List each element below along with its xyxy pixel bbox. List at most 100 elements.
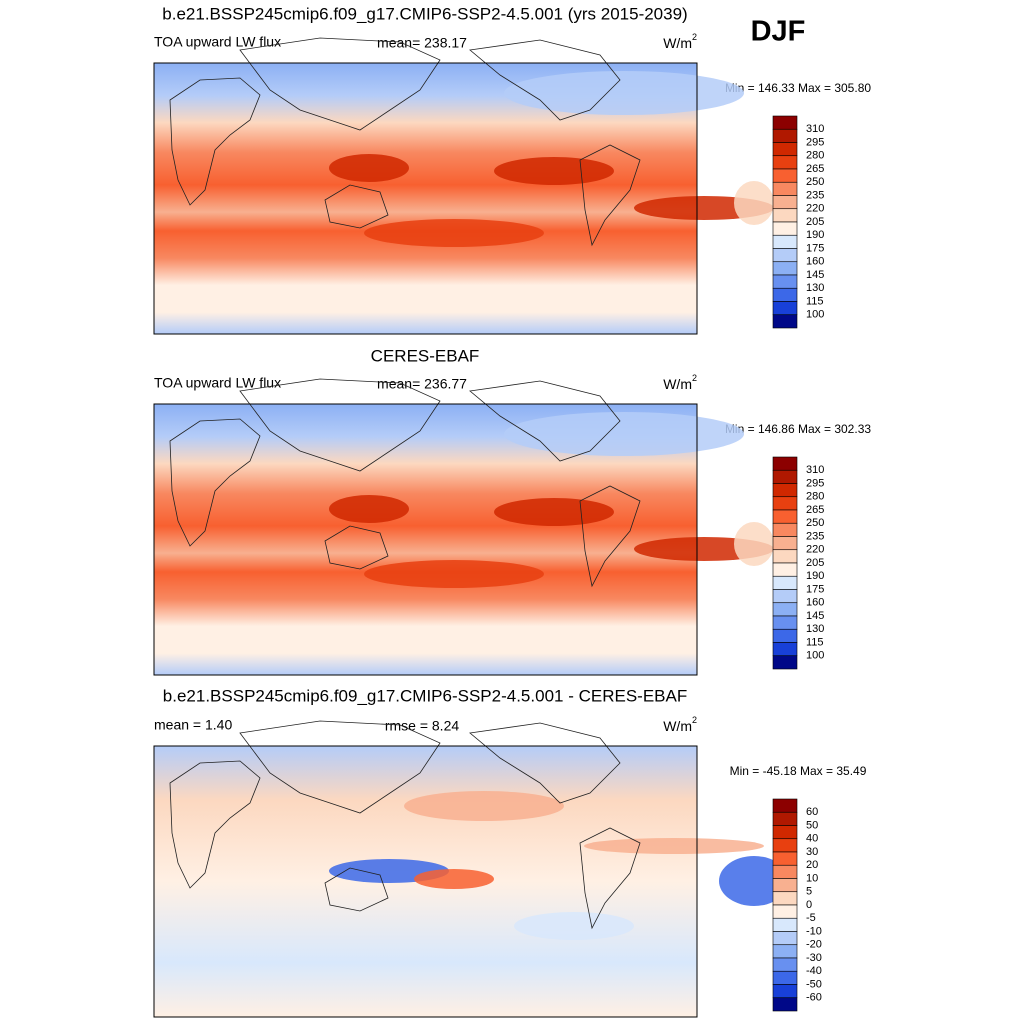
colorbar-label: -10 — [806, 925, 822, 937]
colorbar-label: 10 — [806, 872, 818, 884]
colorbar-box — [772, 655, 798, 670]
colorbar-label: 250 — [806, 176, 824, 188]
colorbar-box — [772, 128, 798, 143]
colorbar-label: 130 — [806, 623, 824, 635]
center-label: rmse = 8.24 — [385, 718, 460, 734]
colorbar-label: 235 — [806, 530, 824, 542]
colorbar-box — [772, 115, 798, 130]
colorbar-label: 145 — [806, 610, 824, 622]
colorbar-box — [772, 549, 798, 564]
colorbar-box — [772, 195, 798, 210]
colorbar-box — [772, 851, 798, 866]
left-label: TOA upward LW flux — [154, 34, 281, 50]
map-feature — [584, 838, 764, 854]
panel: b.e21.BSSP245cmip6.f09_g17.CMIP6-SSP2-4.… — [153, 4, 871, 335]
units: W/m2 — [663, 373, 697, 391]
colorbar-label: 220 — [806, 203, 824, 215]
map-border — [153, 62, 698, 335]
colorbar-box — [772, 984, 798, 999]
colorbar-box — [772, 997, 798, 1012]
colorbar-box — [772, 575, 798, 590]
coastline — [239, 37, 441, 131]
map-border — [153, 403, 698, 676]
map-feature — [404, 791, 564, 821]
units-exponent: 2 — [692, 32, 697, 42]
colorbar-label: 190 — [806, 570, 824, 582]
colorbar-label: -50 — [806, 978, 822, 990]
colorbar-label: 205 — [806, 557, 824, 569]
colorbar-label: 295 — [806, 477, 824, 489]
coastline — [169, 77, 261, 206]
coastline — [469, 722, 621, 804]
colorbar-box — [772, 483, 798, 498]
colorbar-label: 175 — [806, 242, 824, 254]
panel-title: b.e21.BSSP245cmip6.f09_g17.CMIP6-SSP2-4.… — [163, 686, 687, 705]
colorbar-label: 30 — [806, 846, 818, 858]
min-max: Min = 146.86 Max = 302.33 — [725, 422, 871, 436]
units: W/m2 — [663, 32, 697, 50]
colorbar-box — [772, 181, 798, 196]
colorbar-label: 205 — [806, 216, 824, 228]
colorbar-label: -60 — [806, 992, 822, 1004]
colorbar-box — [772, 589, 798, 604]
map-feature — [364, 219, 544, 247]
map-feature — [734, 522, 774, 566]
center-label: mean= 238.17 — [377, 35, 467, 51]
colorbar-box — [772, 536, 798, 551]
map-feature — [504, 71, 744, 115]
coastline — [324, 525, 389, 570]
colorbar-box — [772, 970, 798, 985]
coastline — [579, 144, 641, 247]
colorbar-label: 40 — [806, 833, 818, 845]
colorbar-box — [772, 628, 798, 643]
colorbar-box — [772, 287, 798, 302]
units-exponent: 2 — [692, 715, 697, 725]
colorbar-box — [772, 825, 798, 840]
colorbar-box — [772, 469, 798, 484]
panel: b.e21.BSSP245cmip6.f09_g17.CMIP6-SSP2-4.… — [153, 686, 867, 1018]
colorbar-label: 220 — [806, 544, 824, 556]
colorbar-label: 175 — [806, 583, 824, 595]
left-label: TOA upward LW flux — [154, 375, 281, 391]
colorbar-box — [772, 496, 798, 511]
colorbar-label: 100 — [806, 309, 824, 321]
map-border — [153, 745, 698, 1018]
colorbar-label: 265 — [806, 163, 824, 175]
units-exponent: 2 — [692, 373, 697, 383]
coastline — [239, 720, 441, 814]
colorbar-box — [772, 891, 798, 906]
colorbar-label: 60 — [806, 806, 818, 818]
colorbar-label: 115 — [806, 636, 824, 648]
colorbar-box — [772, 208, 798, 223]
left-label: mean = 1.40 — [154, 717, 232, 733]
colorbar-label: -5 — [806, 912, 816, 924]
colorbar-label: 310 — [806, 464, 824, 476]
map-feature — [364, 560, 544, 588]
min-max: Min = 146.33 Max = 305.80 — [725, 81, 871, 95]
colorbar-box — [772, 864, 798, 879]
map-feature — [414, 869, 494, 889]
colorbar-label: 160 — [806, 256, 824, 268]
units-base: W/m — [663, 718, 692, 734]
colorbar-label: -20 — [806, 939, 822, 951]
colorbar-label: 310 — [806, 123, 824, 135]
colorbar-label: 115 — [806, 295, 824, 307]
colorbar-box — [772, 838, 798, 853]
colorbar-label: 5 — [806, 886, 812, 898]
colorbar-box — [772, 155, 798, 170]
colorbar-label: 100 — [806, 650, 824, 662]
colorbar-label: 235 — [806, 189, 824, 201]
colorbar-box — [772, 456, 798, 471]
colorbar-box — [772, 957, 798, 972]
colorbar-box — [772, 615, 798, 630]
min-max: Min = -45.18 Max = 35.49 — [730, 764, 867, 778]
map-feature — [734, 181, 774, 225]
colorbar-label: 50 — [806, 819, 818, 831]
colorbar-label: -30 — [806, 952, 822, 964]
coastline — [324, 867, 389, 912]
colorbar-box — [772, 917, 798, 932]
units: W/m2 — [663, 715, 697, 733]
colorbar-box — [772, 562, 798, 577]
colorbar-box — [772, 944, 798, 959]
